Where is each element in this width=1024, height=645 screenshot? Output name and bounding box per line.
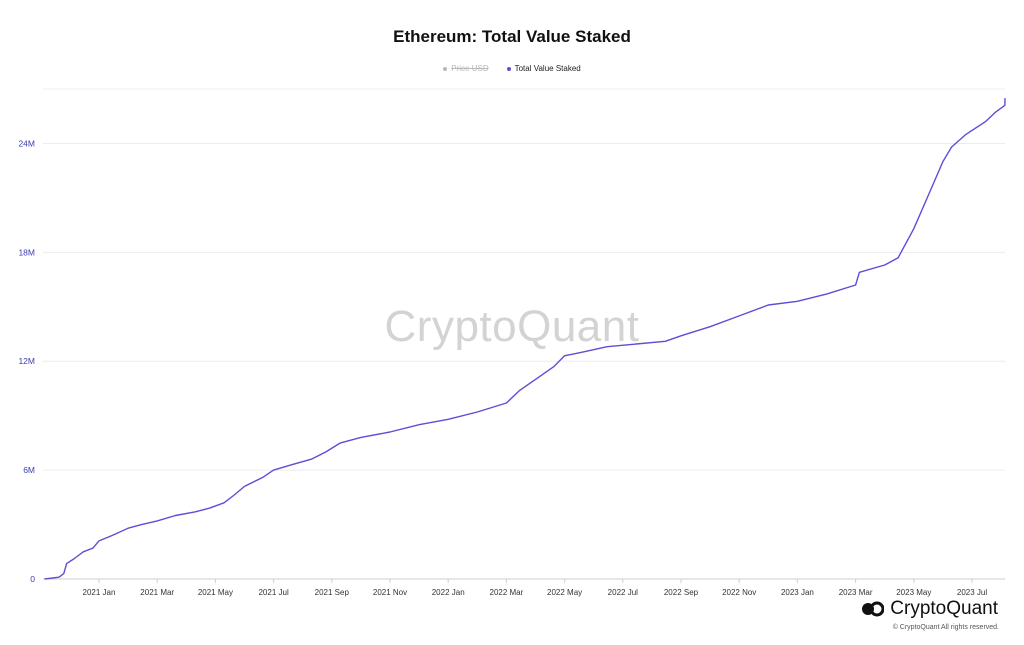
x-tick-label: 2023 Jan: [781, 588, 814, 597]
y-tick-label: 12M: [18, 356, 35, 366]
brand-logo: CryptoQuant: [862, 598, 998, 620]
x-tick-label: 2021 May: [198, 588, 233, 597]
x-axis: 2021 Jan 2021 Mar 2021 May 2021 Jul 2021 Sep…: [83, 579, 987, 597]
x-tick-label: 2023 Jul: [957, 588, 987, 597]
legend-item-total-value-staked[interactable]: Total Value Staked: [506, 64, 581, 73]
x-tick-label: 2022 Jan: [432, 588, 465, 597]
legend-marker-total-value-staked: [506, 66, 511, 71]
x-tick-label: 2022 Jul: [608, 588, 638, 597]
x-tick-label: 2021 Sep: [315, 588, 350, 597]
watermark: CryptoQuant: [384, 302, 640, 351]
x-tick-label: 2023 May: [896, 588, 931, 597]
grid: [43, 88, 1005, 580]
y-axis: 0 6M 12M 18M 24M: [18, 138, 35, 584]
cryptoquant-logo-icon: [862, 601, 885, 617]
brand-name: CryptoQuant: [890, 598, 998, 619]
x-tick-label: 2021 Jul: [258, 588, 288, 597]
x-tick-label: 2023 Mar: [839, 588, 873, 597]
y-tick-label: 18M: [18, 247, 35, 257]
y-tick-label: 6M: [23, 465, 35, 475]
x-tick-label: 2022 Nov: [722, 588, 756, 597]
legend-marker-price-usd: [443, 66, 448, 71]
x-tick-label: 2022 May: [547, 588, 582, 597]
x-tick-label: 2021 Nov: [373, 588, 407, 597]
chart-title: Ethereum: Total Value Staked: [393, 27, 631, 46]
legend-item-price-usd[interactable]: Price USD: [443, 64, 489, 73]
y-tick-label: 24M: [18, 138, 35, 148]
legend: Price USD Total Value Staked: [0, 64, 1024, 73]
legend-label-total-value-staked: Total Value Staked: [514, 64, 581, 73]
y-tick-label: 0: [30, 574, 35, 584]
x-tick-label: 2021 Mar: [140, 588, 174, 597]
x-tick-label: 2022 Mar: [490, 588, 524, 597]
legend-label-price-usd: Price USD: [451, 64, 489, 73]
series-line-total-value-staked: [44, 98, 1006, 580]
x-tick-label: 2022 Sep: [664, 588, 699, 597]
x-tick-label: 2021 Jan: [83, 588, 116, 597]
copyright-text: © CryptoQuant All rights reserved.: [892, 624, 999, 631]
